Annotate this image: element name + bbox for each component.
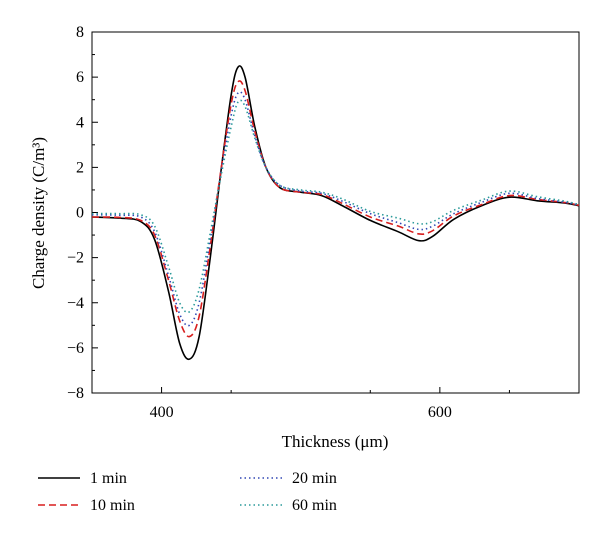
y-tick-label: 0 — [76, 205, 84, 222]
y-tick-label: 6 — [76, 69, 84, 86]
y-tick-label: 4 — [76, 114, 84, 131]
y-tick-label: 2 — [76, 159, 84, 176]
y-tick-label: −4 — [67, 295, 84, 312]
y-axis-label: Charge density (C/m³) — [29, 137, 48, 289]
legend-label-1: 1 min — [90, 470, 127, 487]
y-tick-label: −6 — [67, 340, 84, 357]
y-tick-label: −2 — [67, 250, 84, 267]
x-axis-label: Thickness (μm) — [282, 432, 389, 451]
y-tick-label: −8 — [67, 385, 84, 402]
series-lines — [91, 65, 580, 361]
y-tick-label: 8 — [76, 24, 84, 41]
legend: 1 min 10 min 20 min 60 min — [38, 470, 337, 514]
series-line-2 — [91, 80, 580, 338]
x-tick-label: 600 — [428, 404, 452, 421]
series-line-3 — [91, 91, 580, 327]
series-line-1 — [91, 65, 580, 361]
legend-label-4: 60 min — [292, 497, 337, 514]
x-tick-label: 400 — [150, 404, 174, 421]
legend-label-3: 20 min — [292, 470, 337, 487]
y-axis: −8 −6 −4 −2 0 2 4 6 8 — [67, 24, 98, 402]
plot-area — [91, 31, 580, 394]
series-line-4 — [91, 99, 580, 314]
x-axis: 400 600 — [150, 387, 510, 421]
legend-label-2: 10 min — [90, 497, 135, 514]
